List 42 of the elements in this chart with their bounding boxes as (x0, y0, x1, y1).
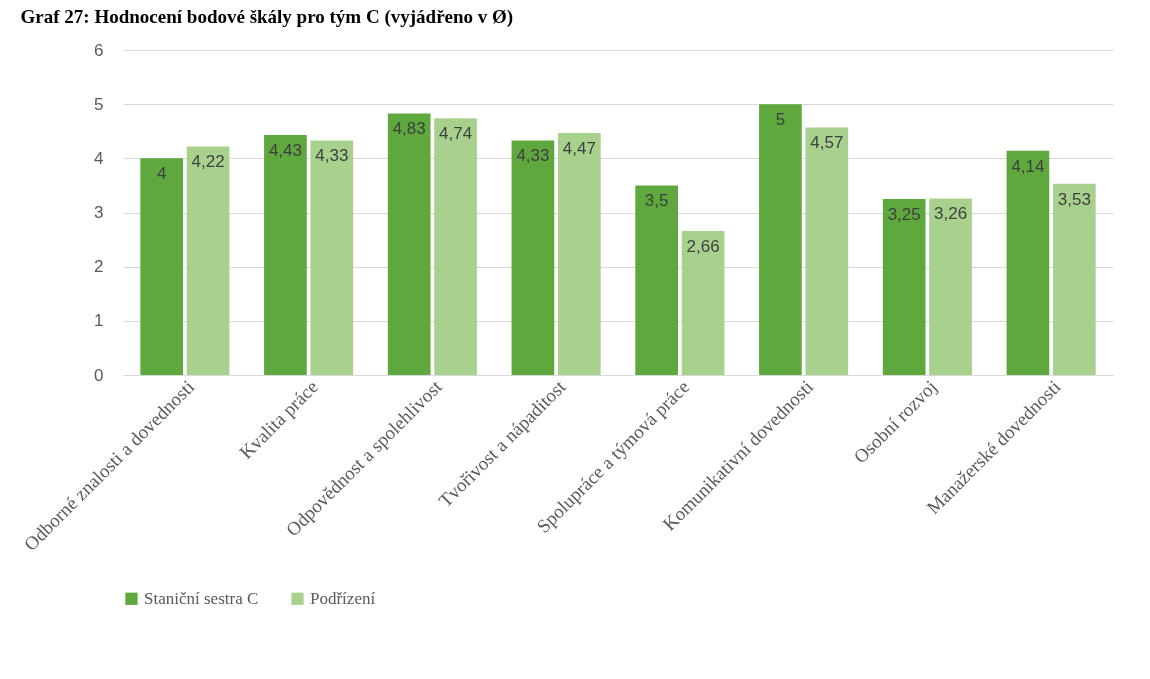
bar (1052, 183, 1096, 375)
data-label: 4,47 (562, 138, 596, 158)
data-label: 4,57 (810, 133, 844, 153)
y-tick-label: 0 (94, 365, 104, 385)
y-tick-label: 1 (94, 311, 104, 331)
y-tick-label: 3 (94, 203, 104, 222)
y-tick-label: 6 (94, 40, 104, 60)
data-label: 3,5 (644, 191, 669, 211)
data-label: 4,22 (191, 152, 225, 172)
bar (882, 198, 926, 375)
bar (264, 135, 307, 375)
data-label: 4,33 (315, 146, 349, 166)
data-label: 3,53 (1057, 189, 1091, 209)
data-label: 4,83 (392, 119, 426, 139)
bar (805, 127, 849, 375)
bar (557, 132, 601, 375)
bar (1006, 150, 1050, 375)
legend-label: Staniční sestra C (144, 588, 259, 608)
data-label: 5 (775, 110, 786, 130)
data-label: 3,25 (887, 204, 921, 224)
data-label: 4,33 (516, 146, 550, 166)
bar (310, 140, 354, 375)
y-tick-label: 4 (94, 148, 104, 168)
data-label: 4,74 (439, 124, 473, 144)
data-label: 4,14 (1011, 156, 1045, 176)
legend-label: Podřízení (310, 588, 376, 608)
bar (434, 118, 477, 375)
data-label: 3,26 (934, 204, 968, 224)
data-label: 4 (156, 164, 167, 184)
bar (635, 185, 679, 375)
bar (929, 198, 972, 375)
chart-title: Graf 27: Hodnocení bodové škály pro tým C (vyjádřeno v Ø) (20, 6, 514, 28)
y-tick-label: 5 (94, 94, 104, 114)
bar (186, 146, 230, 375)
bar (387, 113, 431, 375)
data-label: 2,66 (686, 236, 720, 256)
bar (681, 230, 725, 375)
bar (511, 140, 555, 375)
data-label: 4,43 (268, 141, 302, 161)
bar (140, 158, 184, 375)
y-tick-label: 2 (94, 257, 104, 277)
bar (759, 104, 802, 375)
